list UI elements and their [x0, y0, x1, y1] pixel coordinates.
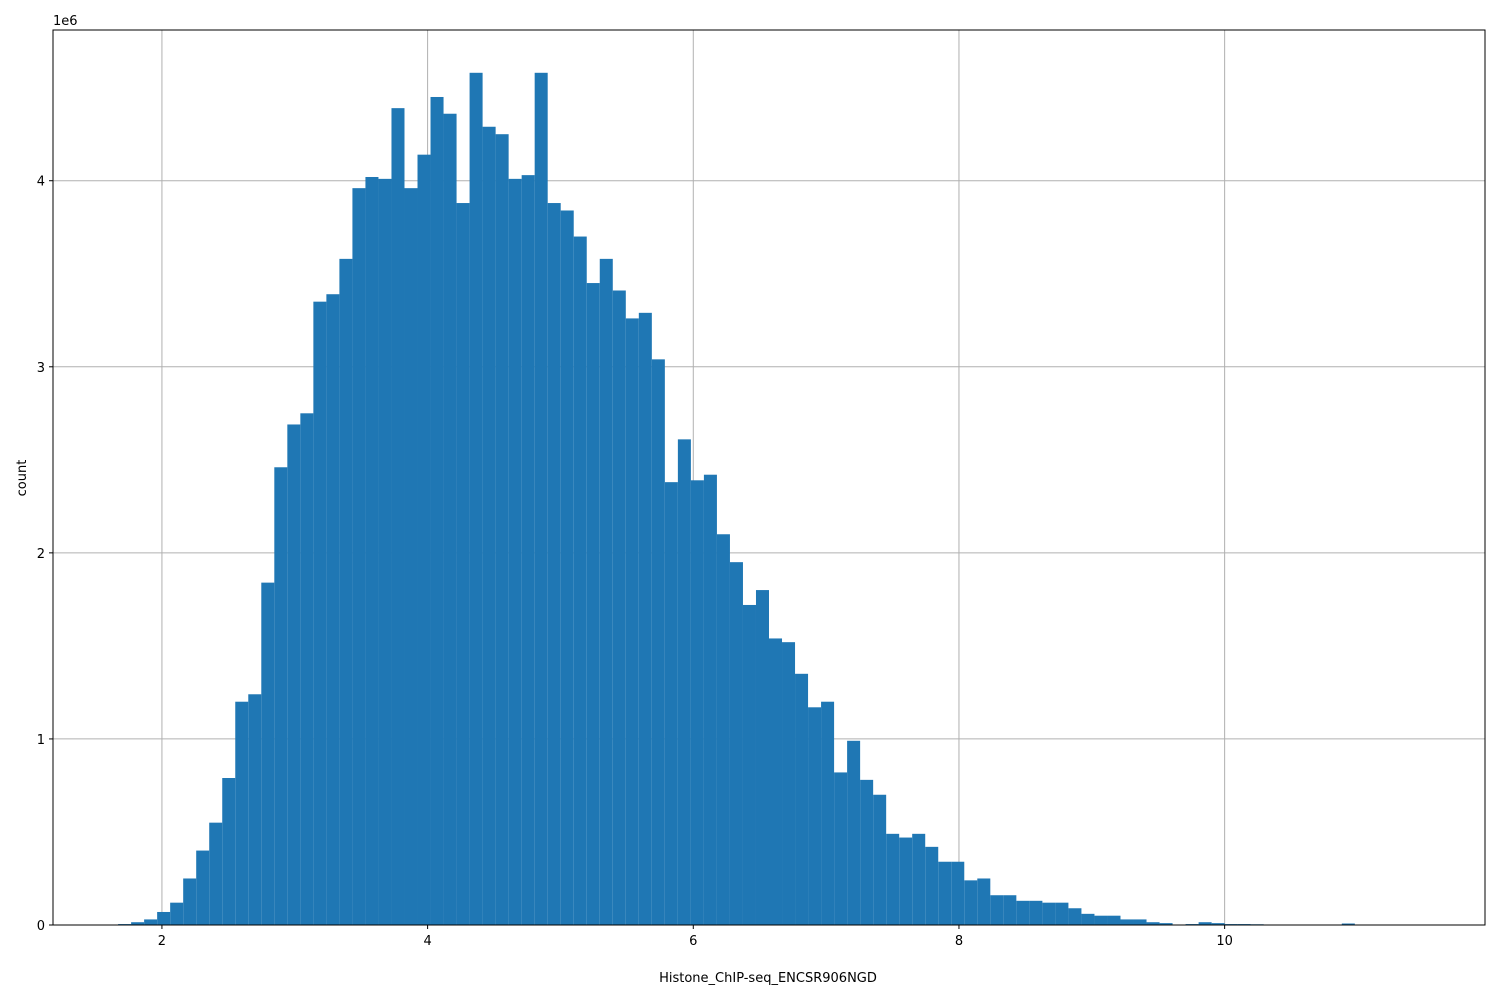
- bar: [938, 862, 951, 925]
- bar: [261, 583, 274, 925]
- bar: [951, 862, 964, 925]
- bar: [248, 694, 261, 925]
- bar: [613, 290, 626, 925]
- bar: [144, 919, 157, 925]
- bar: [912, 834, 925, 925]
- bar: [717, 534, 730, 925]
- bar: [626, 318, 639, 925]
- bar: [808, 707, 821, 925]
- x-tick-label: 4: [423, 934, 431, 949]
- bar: [274, 467, 287, 925]
- bar: [678, 439, 691, 925]
- x-tick-label: 10: [1216, 934, 1233, 949]
- bar: [1081, 914, 1094, 925]
- bar: [235, 702, 248, 925]
- bar: [339, 259, 352, 925]
- bar: [925, 847, 938, 925]
- bar: [535, 73, 548, 925]
- y-axis-label: count: [15, 460, 30, 497]
- bar: [209, 823, 222, 925]
- bar: [391, 108, 404, 925]
- bar: [834, 772, 847, 925]
- y-tick-label: 4: [37, 175, 45, 190]
- bar: [795, 674, 808, 925]
- bar: [496, 134, 509, 925]
- y-tick-label: 1: [37, 733, 45, 748]
- bar: [639, 313, 652, 925]
- bar: [378, 179, 391, 925]
- bar: [183, 878, 196, 925]
- bar: [365, 177, 378, 925]
- bar: [522, 175, 535, 925]
- bar: [691, 480, 704, 925]
- bar: [587, 283, 600, 925]
- bar: [1016, 901, 1029, 925]
- y-offset-label: 1e6: [53, 14, 78, 29]
- bar: [756, 590, 769, 925]
- bar: [990, 895, 1003, 925]
- bar: [352, 188, 365, 925]
- bar: [821, 702, 834, 925]
- bar: [1120, 919, 1133, 925]
- bar: [313, 302, 326, 925]
- bar: [470, 73, 483, 925]
- bar: [873, 795, 886, 925]
- bar: [730, 562, 743, 925]
- bar: [652, 359, 665, 925]
- bar: [743, 605, 756, 925]
- bar: [1134, 919, 1147, 925]
- bar: [196, 851, 209, 925]
- bar: [404, 188, 417, 925]
- bar: [170, 903, 183, 925]
- bar: [769, 638, 782, 925]
- bar: [860, 780, 873, 925]
- bar: [287, 424, 300, 925]
- x-tick-label: 8: [955, 934, 963, 949]
- bar: [509, 179, 522, 925]
- bar: [222, 778, 235, 925]
- bar: [886, 834, 899, 925]
- bar: [600, 259, 613, 925]
- bar: [899, 838, 912, 925]
- bar: [157, 912, 170, 925]
- bar: [548, 203, 561, 925]
- bar: [431, 97, 444, 925]
- bar: [1029, 901, 1042, 925]
- bar: [1068, 908, 1081, 925]
- bar: [1042, 903, 1055, 925]
- bar: [1003, 895, 1016, 925]
- x-tick-label: 2: [158, 934, 166, 949]
- bar: [483, 127, 496, 925]
- bar: [977, 878, 990, 925]
- bar: [444, 114, 457, 925]
- bar: [1094, 916, 1107, 925]
- x-axis-label: Histone_ChIP-seq_ENCSR906NGD: [659, 971, 877, 986]
- y-tick-label: 0: [37, 919, 45, 934]
- bar: [300, 413, 313, 925]
- bar: [561, 210, 574, 925]
- bar: [1107, 916, 1120, 925]
- bar: [665, 482, 678, 925]
- bar: [457, 203, 470, 925]
- y-tick-label: 3: [37, 361, 45, 376]
- bar: [574, 237, 587, 925]
- y-tick-label: 2: [37, 547, 45, 562]
- bar: [847, 741, 860, 925]
- bar: [1055, 903, 1068, 925]
- bar: [704, 475, 717, 925]
- x-tick-label: 6: [689, 934, 697, 949]
- bar: [782, 642, 795, 925]
- bar: [326, 294, 339, 925]
- bar: [964, 880, 977, 925]
- bar: [418, 155, 431, 925]
